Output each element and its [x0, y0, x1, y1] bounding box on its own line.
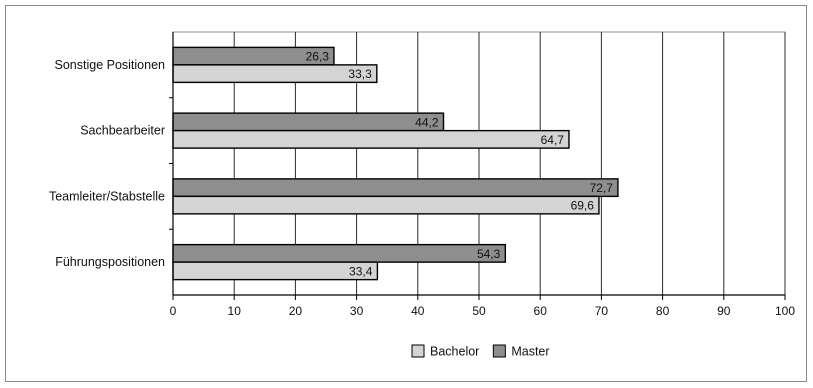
x-tick-label-20: 20: [289, 304, 303, 318]
bar-bachelor-f-hrungspositionen: [172, 261, 379, 281]
x-tick-label-0: 0: [170, 304, 177, 318]
x-tick-label-40: 40: [411, 304, 425, 318]
bar-bachelor-sachbearbeiter: [172, 129, 570, 149]
data-label-master-sonstige-positionen: 26,3: [306, 50, 330, 64]
x-tick-label-90: 90: [717, 304, 731, 318]
x-tick-label-50: 50: [472, 304, 486, 318]
data-label-master-teamleiter-stabstelle: 72,7: [590, 181, 614, 195]
axes: [169, 32, 786, 300]
data-label-master-sachbearbeiter: 44,2: [415, 115, 439, 129]
x-tick-label-60: 60: [534, 304, 548, 318]
bar-master-teamleiter-stabstelle: [172, 178, 619, 198]
x-tick-label-100: 100: [775, 304, 795, 318]
x-tick-label-30: 30: [350, 304, 364, 318]
chart-frame: [5, 5, 807, 382]
x-tick-label-70: 70: [595, 304, 609, 318]
legend: Bachelor Master: [411, 344, 550, 359]
legend-label-bachelor: Bachelor: [430, 345, 479, 359]
data-label-bachelor-sonstige-positionen: 33,3: [348, 67, 372, 81]
bar-bachelor-sonstige-positionen: [172, 64, 378, 84]
data-label-bachelor-sachbearbeiter: 64,7: [541, 133, 565, 147]
bar-master-sachbearbeiter: [172, 112, 445, 132]
legend-swatch-master: [492, 344, 506, 358]
data-label-bachelor-f-hrungspositionen: 33,4: [349, 264, 373, 278]
data-label-bachelor-teamleiter-stabstelle: 69,6: [571, 199, 595, 213]
bar-master-f-hrungspositionen: [172, 243, 507, 263]
data-label-master-f-hrungspositionen: 54,3: [477, 247, 501, 261]
bars: [172, 46, 619, 281]
bar-bachelor-teamleiter-stabstelle: [172, 195, 600, 215]
legend-swatch-bachelor: [411, 344, 425, 358]
x-tick-label-80: 80: [656, 304, 670, 318]
category-label-sachbearbeiter: Sachbearbeiter: [80, 124, 165, 138]
category-label-teamleiter-stabstelle: Teamleiter/Stabstelle: [49, 189, 165, 203]
legend-label-master: Master: [511, 345, 549, 359]
labels: 0 10 20 30 40 50 60 70 80 90 100 Sonstige Positione…: [49, 50, 795, 318]
x-tick-label-10: 10: [228, 304, 242, 318]
category-label-f-hrungspositionen: Führungspositionen: [55, 255, 165, 269]
category-label-sonstige-positionen: Sonstige Positionen: [55, 58, 166, 72]
